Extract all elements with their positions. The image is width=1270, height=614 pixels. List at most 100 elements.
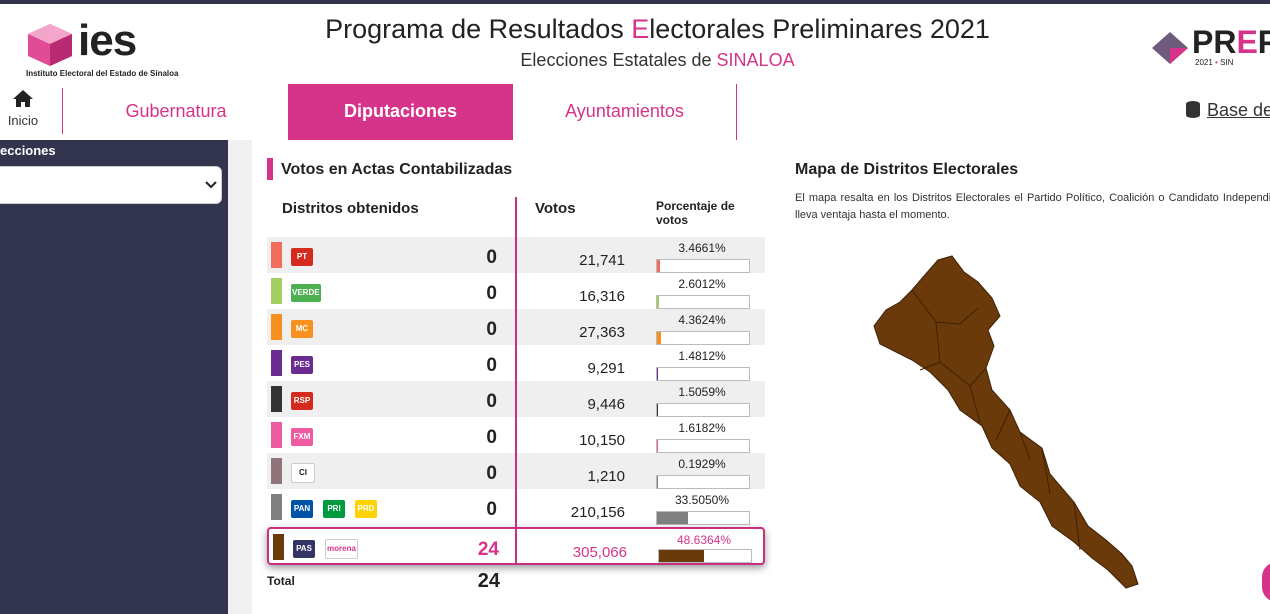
sidebar: ecciones <box>0 140 228 614</box>
nav-tab[interactable]: Diputaciones <box>288 84 513 140</box>
votes-value: 27,363 <box>579 324 625 341</box>
table-title: Votos en Actas Contabilizadas <box>281 161 513 178</box>
nav-tab[interactable]: Ayuntamientos <box>565 101 684 121</box>
percentage-label: 4.3624% <box>678 313 726 327</box>
votes-value: 10,150 <box>579 432 625 449</box>
sidebar-label: ecciones <box>0 143 56 158</box>
gutter <box>228 140 252 614</box>
title-part: Programa de Resultados <box>325 14 632 44</box>
total-value: 24 <box>477 570 500 592</box>
party-logos: RSP <box>291 390 323 410</box>
percentage-bar <box>659 550 704 562</box>
select-arrow <box>205 181 217 189</box>
logo-icon <box>28 24 72 66</box>
party-logos: PAS morena <box>293 538 368 559</box>
percentage-bar <box>657 476 658 488</box>
page-subtitle: Elecciones Estatales de SINALOA <box>0 50 1270 71</box>
column-header: Porcentaje de votos <box>656 199 735 227</box>
percentage-label: 1.4812% <box>678 349 726 363</box>
percentage-track <box>656 475 750 489</box>
party-logo: MC <box>291 320 313 338</box>
votes-value: 1,210 <box>587 468 625 485</box>
percentage-track <box>656 511 750 525</box>
prep-logo: PREP 2021 • SIN <box>1150 26 1270 76</box>
percentage-track <box>656 295 750 309</box>
party-logo: PRI <box>323 500 345 518</box>
database-link[interactable]: Base de datos <box>1185 100 1270 121</box>
nav-tab[interactable]: Gubernatura <box>125 101 227 121</box>
party-logo: PAS <box>293 540 315 558</box>
home-icon <box>13 90 33 107</box>
map-state <box>873 255 1139 589</box>
districts-value: 0 <box>486 391 497 412</box>
page-title: Programa de Resultados Electorales Preli… <box>0 14 1270 45</box>
percentage-track <box>656 259 750 273</box>
percentage-track <box>656 439 750 453</box>
votes-value: 305,066 <box>572 544 627 561</box>
percentage-bar <box>657 368 659 380</box>
party-color <box>271 242 282 268</box>
district-map <box>873 255 1139 589</box>
districts-value: 0 <box>486 463 497 484</box>
percentage-bar <box>657 512 688 524</box>
percentage-label: 1.6182% <box>678 421 726 435</box>
brand-state: SIN <box>1220 58 1234 67</box>
database-icon <box>1186 101 1200 118</box>
top-bar <box>0 0 1270 4</box>
districts-value: 0 <box>486 247 497 268</box>
party-logos: MC <box>291 318 323 338</box>
column-divider <box>515 197 517 565</box>
percentage-label: 0.1929% <box>678 457 726 471</box>
party-logo: RSP <box>291 392 313 410</box>
districts-value: 0 <box>486 499 497 520</box>
party-logos: FXM <box>291 426 323 446</box>
party-logos: CI <box>291 462 325 483</box>
party-logos: PES <box>291 354 323 374</box>
home-link[interactable]: Inicio <box>0 88 46 128</box>
votes-value: 210,156 <box>570 504 625 521</box>
section-marker <box>267 158 273 180</box>
subtitle-highlight: SINALOA <box>716 50 795 70</box>
percentage-track <box>656 331 750 345</box>
districts-value: 0 <box>486 319 497 340</box>
district-borders <box>911 289 1081 551</box>
floating-button[interactable] <box>1262 562 1270 602</box>
percentage-bar <box>657 440 659 452</box>
org-subtitle: Instituto Electoral del Estado de Sinalo… <box>26 69 179 78</box>
party-logos: VERDE <box>291 282 331 302</box>
column-header: Votos <box>535 200 576 217</box>
percentage-label: 2.6012% <box>678 277 726 291</box>
percentage-bar <box>657 260 661 272</box>
party-logo: VERDE <box>291 284 321 302</box>
percentage-label: 48.6364% <box>676 533 732 547</box>
party-color <box>271 422 282 448</box>
party-logo: PES <box>291 356 313 374</box>
votes-value: 9,291 <box>587 360 625 377</box>
percentage-label: 3.4661% <box>678 241 726 255</box>
brand-part: P <box>1257 26 1270 60</box>
org-logo: ies Instituto Electoral del Estado de Si… <box>26 16 178 82</box>
votes-value: 16,316 <box>579 288 625 305</box>
party-color <box>271 314 282 340</box>
percentage-track <box>658 549 752 563</box>
percentage-label: 33.5050% <box>674 493 730 507</box>
party-logos: PT <box>291 246 323 266</box>
election-select[interactable] <box>0 166 222 204</box>
prep-text: PREP <box>1192 26 1270 61</box>
percentage-track <box>656 367 750 381</box>
percentage-bar <box>657 404 659 416</box>
home-label: Inicio <box>7 113 39 128</box>
brand-highlight: E <box>1236 26 1258 60</box>
total-label: Total <box>267 574 295 588</box>
party-logo: morena <box>325 539 358 559</box>
party-logo: CI <box>291 463 315 483</box>
party-color <box>271 494 282 520</box>
org-name: ies <box>78 16 137 65</box>
title-highlight: E <box>631 14 650 44</box>
votes-value: 9,446 <box>587 396 625 413</box>
districts-value: 24 <box>477 539 499 560</box>
prep-year: 2021 • SIN <box>1195 58 1234 67</box>
brand-part: PR <box>1192 26 1237 60</box>
database-label: Base de datos <box>1207 100 1270 120</box>
